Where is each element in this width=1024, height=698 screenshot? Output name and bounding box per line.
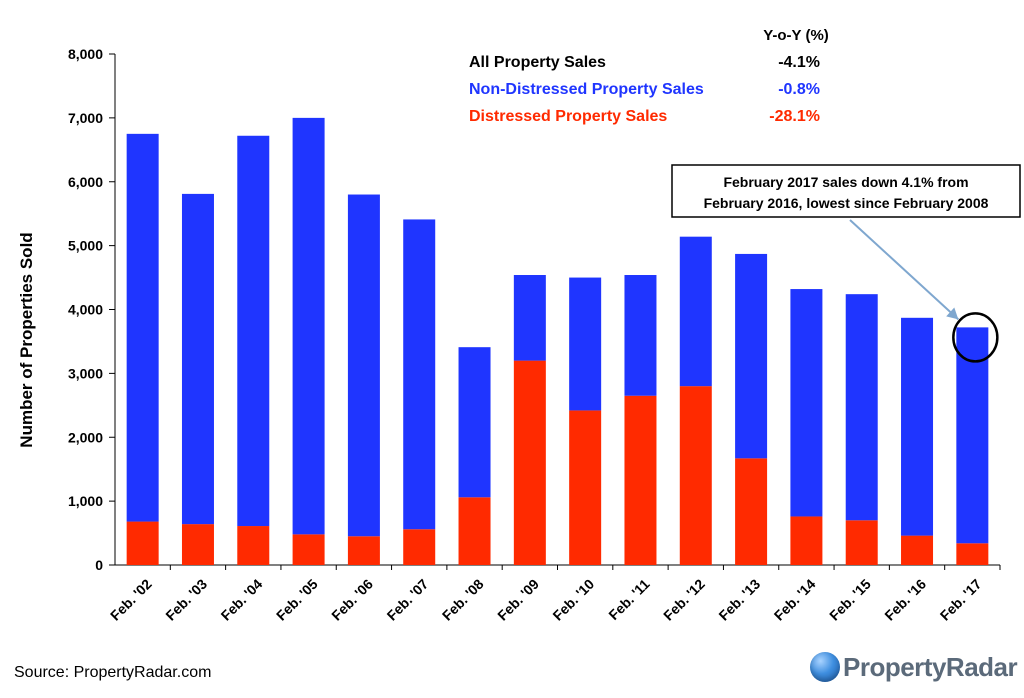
bar-non-distressed: [347, 194, 380, 537]
legend-entry-name: All Property Sales: [469, 54, 606, 71]
x-tick-label: Feb. '15: [826, 576, 874, 624]
x-tick-label: Feb. '09: [494, 576, 542, 624]
x-tick-label: Feb. '17: [937, 576, 985, 624]
y-tick-label: 7,000: [68, 110, 103, 126]
bar-distressed: [735, 458, 768, 565]
legend-entry-yoy: -28.1%: [769, 108, 820, 125]
bar-non-distressed: [237, 135, 270, 527]
bar-distressed: [181, 524, 214, 565]
x-tick-labels: Feb. '02 Feb. '03 Feb. '04 Feb. '05 Feb. '06…: [107, 565, 1001, 624]
bar-distressed: [569, 410, 602, 565]
bar-non-distressed: [735, 253, 768, 459]
x-tick-label: Feb. '08: [439, 576, 487, 624]
legend-entry-name: Non-Distressed Property Sales: [469, 81, 704, 98]
bar-non-distressed: [845, 294, 878, 521]
bar-distressed: [901, 535, 934, 565]
y-tick-label: 6,000: [68, 174, 103, 190]
annotation-text: February 2017 sales down 4.1% from: [723, 174, 968, 190]
y-tick-label: 4,000: [68, 302, 103, 318]
x-tick-label: Feb. '06: [328, 576, 376, 624]
bars: [126, 117, 989, 565]
legend-entry-yoy: -4.1%: [778, 54, 820, 71]
bar-non-distressed: [569, 277, 602, 411]
annotation-text: February 2016, lowest since February 200…: [704, 195, 989, 211]
annotation-box: [671, 164, 1021, 218]
bar-distressed: [126, 521, 159, 565]
bar-non-distressed: [403, 219, 436, 530]
x-tick-label: Feb. '12: [660, 576, 708, 624]
y-tick-label: 1,000: [68, 493, 103, 509]
bar-non-distressed: [126, 133, 159, 522]
y-tick-label: 2,000: [68, 429, 103, 445]
bar-non-distressed: [181, 193, 214, 525]
x-tick-label: Feb. '13: [715, 576, 763, 624]
y-tick-label: 8,000: [68, 46, 103, 62]
bar-non-distressed: [679, 236, 712, 387]
annotation: February 2017 sales down 4.1% from Februa…: [671, 164, 1021, 363]
globe-icon: [810, 652, 840, 682]
bar-non-distressed: [513, 275, 546, 361]
bar-non-distressed: [956, 327, 989, 544]
legend-entry-yoy: -0.8%: [778, 81, 820, 98]
bar-distressed: [679, 386, 712, 565]
brand-name: PropertyRadar: [843, 651, 1018, 682]
bar-non-distressed: [624, 275, 657, 396]
y-tick-label: 0: [95, 557, 103, 573]
bar-distressed: [237, 526, 270, 565]
x-tick-label: Feb. '11: [605, 576, 652, 623]
bar-non-distressed: [458, 347, 491, 498]
y-axis-label: Number of Properties Sold: [17, 232, 36, 447]
bar-non-distressed: [292, 117, 325, 535]
x-tick-label: Feb. '16: [881, 576, 929, 624]
bar-distressed: [292, 534, 325, 565]
bar-distressed: [403, 529, 436, 565]
bar-distressed: [956, 543, 989, 565]
bar-distressed: [458, 497, 491, 565]
legend-entry-name: Distressed Property Sales: [469, 108, 667, 125]
x-tick-label: Feb. '02: [107, 576, 155, 624]
bar-distressed: [790, 516, 823, 565]
x-tick-label: Feb. '03: [162, 576, 210, 624]
bar-distressed: [845, 520, 878, 565]
y-tick-label: 5,000: [68, 238, 103, 254]
bar-non-distressed: [790, 289, 823, 517]
x-tick-label: Feb. '10: [549, 576, 597, 624]
annotation-arrow-line: [849, 219, 960, 321]
x-tick-label: Feb. '07: [384, 576, 432, 624]
y-tick-labels: 0 1,000 2,000 3,000 4,000 5,000 6,000 7,000 8,00…: [68, 46, 115, 573]
bar-distressed: [624, 395, 657, 565]
y-tick-label: 3,000: [68, 365, 103, 381]
x-tick-label: Feb. '05: [273, 576, 321, 624]
annotation-arrow-head: [946, 307, 959, 320]
bar-distressed: [347, 536, 380, 565]
source-note: Source: PropertyRadar.com: [14, 664, 212, 681]
x-tick-label: Feb. '14: [771, 576, 819, 624]
bar-non-distressed: [901, 317, 934, 536]
highlight-circle: [952, 312, 999, 363]
x-tick-label: Feb. '04: [218, 576, 266, 624]
brand-logo: PropertyRadar: [810, 650, 1018, 684]
bar-distressed: [513, 360, 546, 565]
legend-header: Y-o-Y (%): [763, 27, 829, 44]
legend: Y-o-Y (%) All Property Sales -4.1% Non-Dist…: [469, 27, 829, 125]
